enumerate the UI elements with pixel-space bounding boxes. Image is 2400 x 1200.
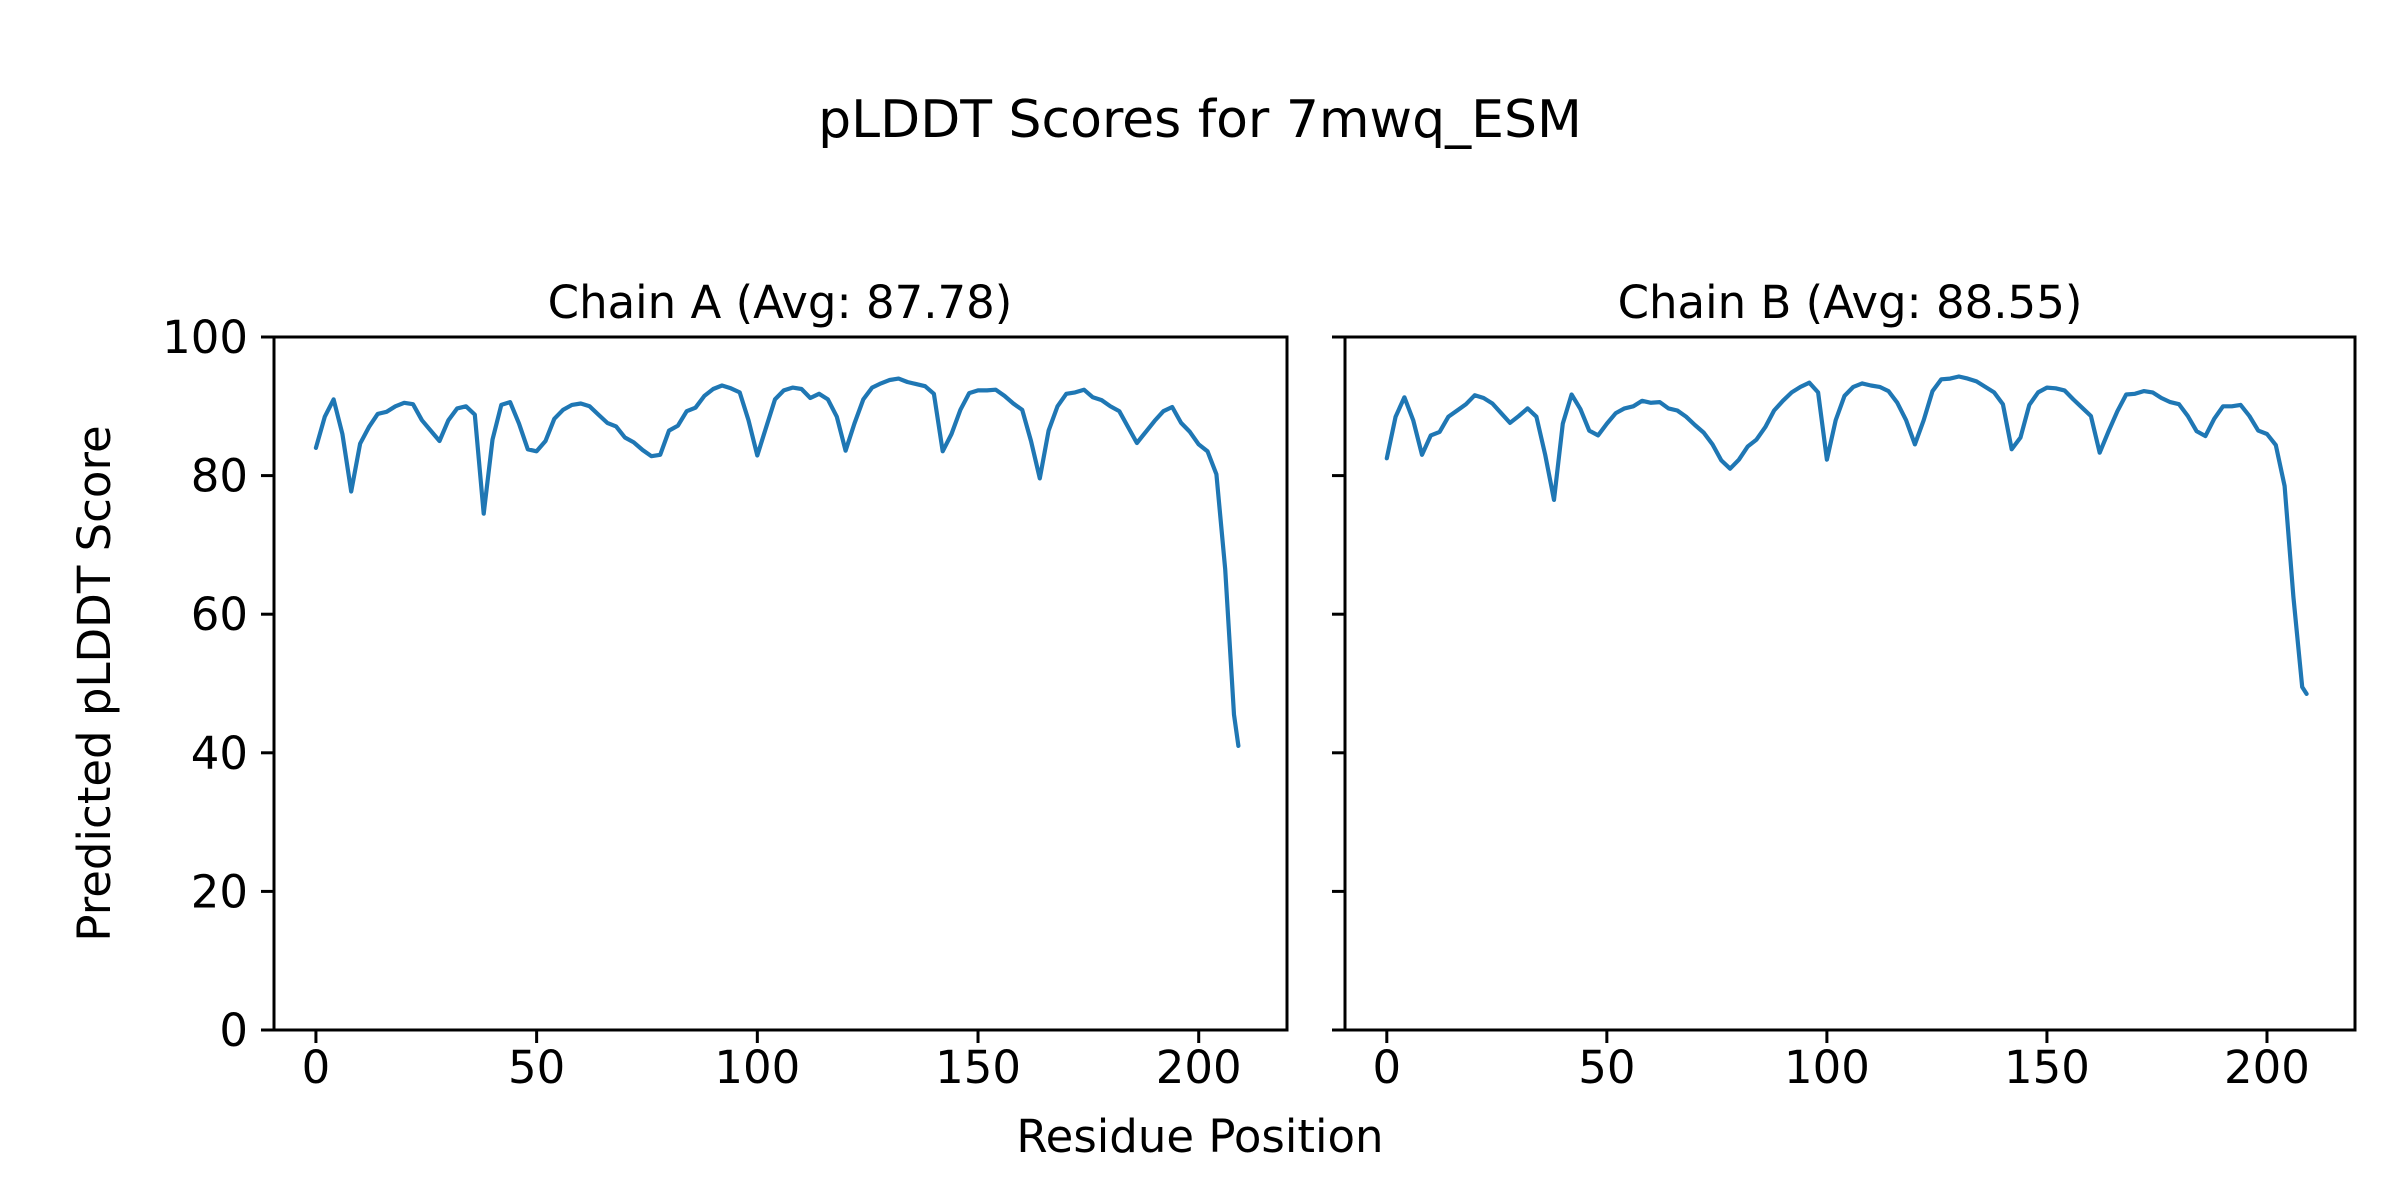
subplot-frame <box>272 335 1289 1032</box>
x-tick-label: 200 <box>2224 1041 2310 1094</box>
y-tick-label: 0 <box>219 1004 248 1057</box>
x-tick-label: 0 <box>1372 1041 1401 1094</box>
x-axis-label: Residue Position <box>1016 1110 1383 1163</box>
y-tick-label: 20 <box>191 865 248 918</box>
figure-title: pLDDT Scores for 7mwq_ESM <box>818 90 1582 150</box>
y-tick-label: 40 <box>191 727 248 780</box>
axes-layer: 0 50 100 150 200 0 20 40 60 80 100 0 50 100 150 200 <box>162 311 2357 1094</box>
x-tick-label: 50 <box>1578 1041 1635 1094</box>
plddt-line-chain-a <box>313 376 1241 749</box>
x-tick-label: 150 <box>2004 1041 2090 1094</box>
y-tick-label: 80 <box>191 450 248 503</box>
x-tick-label: 50 <box>508 1041 565 1094</box>
x-tick-label: 150 <box>935 1041 1021 1094</box>
subplot-a-title: Chain A (Avg: 87.78) <box>548 276 1013 329</box>
y-tick-label: 60 <box>191 588 248 641</box>
y-axis-label: Predicted pLDDT Score <box>68 425 121 941</box>
y-tick-label: 100 <box>162 311 248 364</box>
x-tick-label: 0 <box>302 1041 331 1094</box>
x-tick-label: 100 <box>714 1041 800 1094</box>
subplot-frame <box>1343 335 2357 1032</box>
subplot-b-title: Chain B (Avg: 88.55) <box>1618 276 2083 329</box>
x-tick-label: 100 <box>1784 1041 1870 1094</box>
x-tick-label: 200 <box>1156 1041 1242 1094</box>
plddt-line-chain-b <box>1384 374 2309 697</box>
